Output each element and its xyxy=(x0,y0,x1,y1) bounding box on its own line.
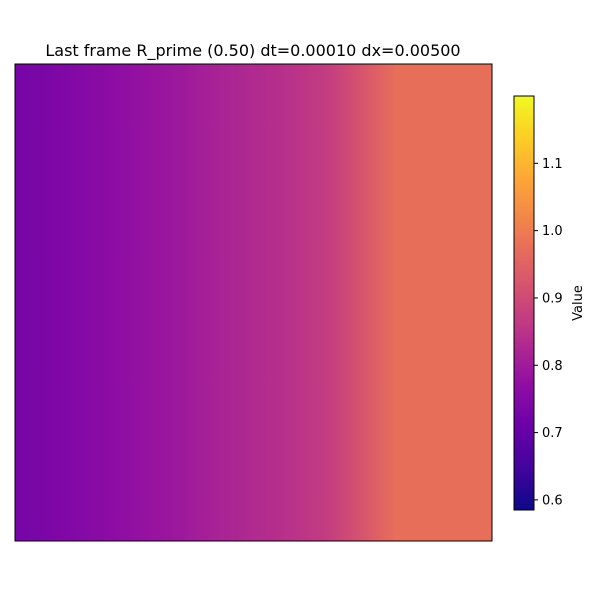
chart-title: Last frame R_prime (0.50) dt=0.00010 dx=… xyxy=(45,41,460,61)
colorbar-gradient xyxy=(514,96,534,510)
heatmap-image xyxy=(15,64,492,541)
colorbar-tick-label: 0.9 xyxy=(542,291,563,306)
colorbar-frame xyxy=(513,95,535,511)
heatmap-area xyxy=(14,63,493,542)
colorbar-tick-label: 0.7 xyxy=(542,426,563,441)
colorbar-tick-label: 0.6 xyxy=(542,493,563,508)
colorbar: 0.6 0.7 0.8 0.9 1.0 1.1 Value xyxy=(513,95,586,511)
colorbar-tick-label: 1.1 xyxy=(542,157,563,172)
colorbar-label: Value xyxy=(571,285,586,321)
colorbar-tick-label: 0.8 xyxy=(542,359,563,374)
colorbar-tick-label: 1.0 xyxy=(542,224,563,239)
colorbar-ticks: 0.6 0.7 0.8 0.9 1.0 1.1 xyxy=(534,157,563,508)
plot-frame xyxy=(14,63,493,542)
